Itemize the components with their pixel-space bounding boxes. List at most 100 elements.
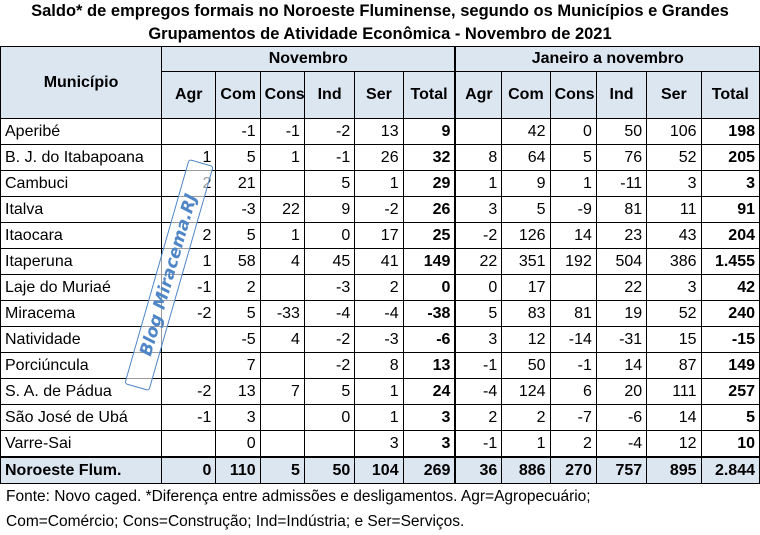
municipio-name: Miracema — [0, 300, 163, 327]
col-header: Com — [215, 71, 261, 119]
value-cell: 22 — [259, 196, 305, 223]
value-cell: 0 — [303, 404, 356, 431]
value-cell — [161, 352, 217, 379]
value-cell — [259, 170, 305, 197]
table-row: Laje do Muriaé -1 2 -3 2 0 0 17 22 3 42 — [0, 274, 760, 301]
value-cell: -4 — [354, 300, 404, 327]
value-cell: 1 — [549, 170, 597, 197]
value-cell: 8 — [454, 144, 503, 171]
col-header: Ser — [354, 71, 404, 119]
title-line-1: Saldo* de empregos formais no Noroeste F… — [31, 2, 729, 20]
municipio-name: B. J. do Itabapoana — [0, 144, 163, 171]
value-cell: -2 — [161, 378, 217, 405]
value-cell — [259, 430, 305, 458]
col-header: Ind — [595, 71, 648, 119]
total-cell: 42 — [700, 274, 760, 301]
value-cell: 6 — [549, 378, 597, 405]
value-cell: 83 — [501, 300, 551, 327]
value-cell: 22 — [454, 248, 503, 275]
value-cell: 0 — [454, 274, 503, 301]
municipio-name: Noroeste Flum. — [0, 456, 163, 484]
value-cell: -2 — [303, 118, 356, 145]
value-cell: 76 — [595, 144, 648, 171]
source-note-line-2: Com=Comércio; Cons=Construção; Ind=Indús… — [6, 513, 465, 530]
value-cell: 1 — [354, 170, 404, 197]
value-cell: -1 — [454, 430, 503, 458]
value-cell: 757 — [595, 456, 648, 484]
value-cell: 12 — [646, 430, 702, 458]
value-cell: 23 — [595, 222, 648, 249]
value-cell: 3 — [215, 404, 261, 431]
value-cell: 106 — [646, 118, 702, 145]
col-header: Total — [402, 71, 456, 119]
total-cell: 26 — [402, 196, 456, 223]
total-cell: 10 — [700, 430, 760, 458]
value-cell: 3 — [646, 170, 702, 197]
value-cell: -4 — [303, 300, 356, 327]
value-cell: 111 — [646, 378, 702, 405]
value-cell: 5 — [501, 196, 551, 223]
value-cell: 5 — [259, 456, 305, 484]
col-header: Cons — [259, 71, 305, 119]
value-cell: -3 — [215, 196, 261, 223]
value-cell: 26 — [354, 144, 404, 171]
value-cell: 2 — [549, 430, 597, 458]
value-cell: 81 — [595, 196, 648, 223]
total-cell: 149 — [402, 248, 456, 275]
value-cell: 0 — [549, 118, 597, 145]
municipio-name: Aperibé — [0, 118, 163, 145]
value-cell: -2 — [303, 352, 356, 379]
value-cell: 0 — [161, 456, 217, 484]
value-cell: 22 — [595, 274, 648, 301]
col-header: Agr — [161, 71, 217, 119]
municipio-name: Varre-Sai — [0, 430, 163, 458]
value-cell: 5 — [215, 222, 261, 249]
value-cell — [454, 118, 503, 145]
value-cell: 0 — [215, 430, 261, 458]
value-cell: -1 — [454, 352, 503, 379]
value-cell: -2 — [454, 222, 503, 249]
value-cell: 15 — [646, 326, 702, 353]
value-cell: 20 — [595, 378, 648, 405]
municipio-name: Italva — [0, 196, 163, 223]
value-cell — [161, 326, 217, 353]
value-cell: 14 — [646, 404, 702, 431]
source-note: Fonte: Novo caged. *Diferença entre admi… — [6, 484, 756, 534]
value-cell: -2 — [303, 326, 356, 353]
table-row: Miracema -2 5 -33 -4 -4 -38 5 83 81 19 52 240 — [0, 300, 760, 327]
total-cell: 32 — [402, 144, 456, 171]
value-cell: -4 — [595, 430, 648, 458]
value-cell: 52 — [646, 144, 702, 171]
total-cell: 29 — [402, 170, 456, 197]
value-cell: 17 — [354, 222, 404, 249]
value-cell: -3 — [354, 326, 404, 353]
value-cell: 7 — [259, 378, 305, 405]
header-group-novembro: Novembro — [161, 46, 456, 72]
value-cell — [259, 274, 305, 301]
value-cell: 1 — [501, 430, 551, 458]
value-cell: 3 — [646, 274, 702, 301]
value-cell — [549, 274, 597, 301]
value-cell: 13 — [354, 118, 404, 145]
col-header: Total — [700, 71, 760, 119]
value-cell: 0 — [303, 222, 356, 249]
value-cell: 270 — [549, 456, 597, 484]
value-cell: -1 — [303, 144, 356, 171]
total-cell: -6 — [402, 326, 456, 353]
value-cell — [161, 430, 217, 458]
municipio-name: Cambuci — [0, 170, 163, 197]
total-cell: 269 — [402, 456, 456, 484]
total-cell: 91 — [700, 196, 760, 223]
value-cell — [259, 404, 305, 431]
municipio-name: Itaperuna — [0, 248, 163, 275]
table-row: São José de Ubá -1 3 0 1 3 2 2 -7 -6 14 5 — [0, 404, 760, 431]
value-cell: 5 — [215, 144, 261, 171]
value-cell: 9 — [501, 170, 551, 197]
table-title: Saldo* de empregos formais no Noroeste F… — [0, 0, 760, 46]
value-cell: 42 — [501, 118, 551, 145]
value-cell: 1 — [354, 378, 404, 405]
value-cell: 36 — [454, 456, 503, 484]
table-row: Itaocara 2 5 1 0 17 25 -2 126 14 23 43 204 — [0, 222, 760, 249]
value-cell: 2 — [454, 404, 503, 431]
